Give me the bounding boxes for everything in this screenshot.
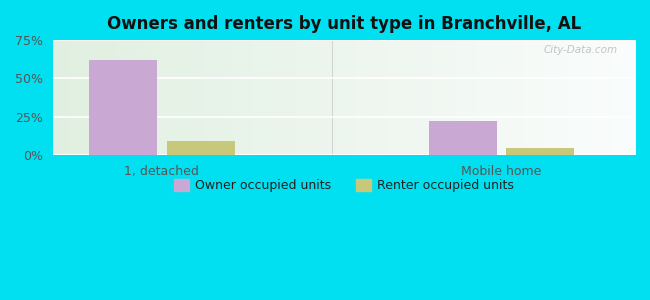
- Bar: [429, 122, 497, 155]
- Bar: [89, 60, 157, 155]
- Bar: [167, 141, 235, 155]
- Title: Owners and renters by unit type in Branchville, AL: Owners and renters by unit type in Branc…: [107, 15, 581, 33]
- Bar: [506, 148, 575, 155]
- Text: City-Data.com: City-Data.com: [543, 45, 618, 55]
- Legend: Owner occupied units, Renter occupied units: Owner occupied units, Renter occupied un…: [168, 174, 519, 197]
